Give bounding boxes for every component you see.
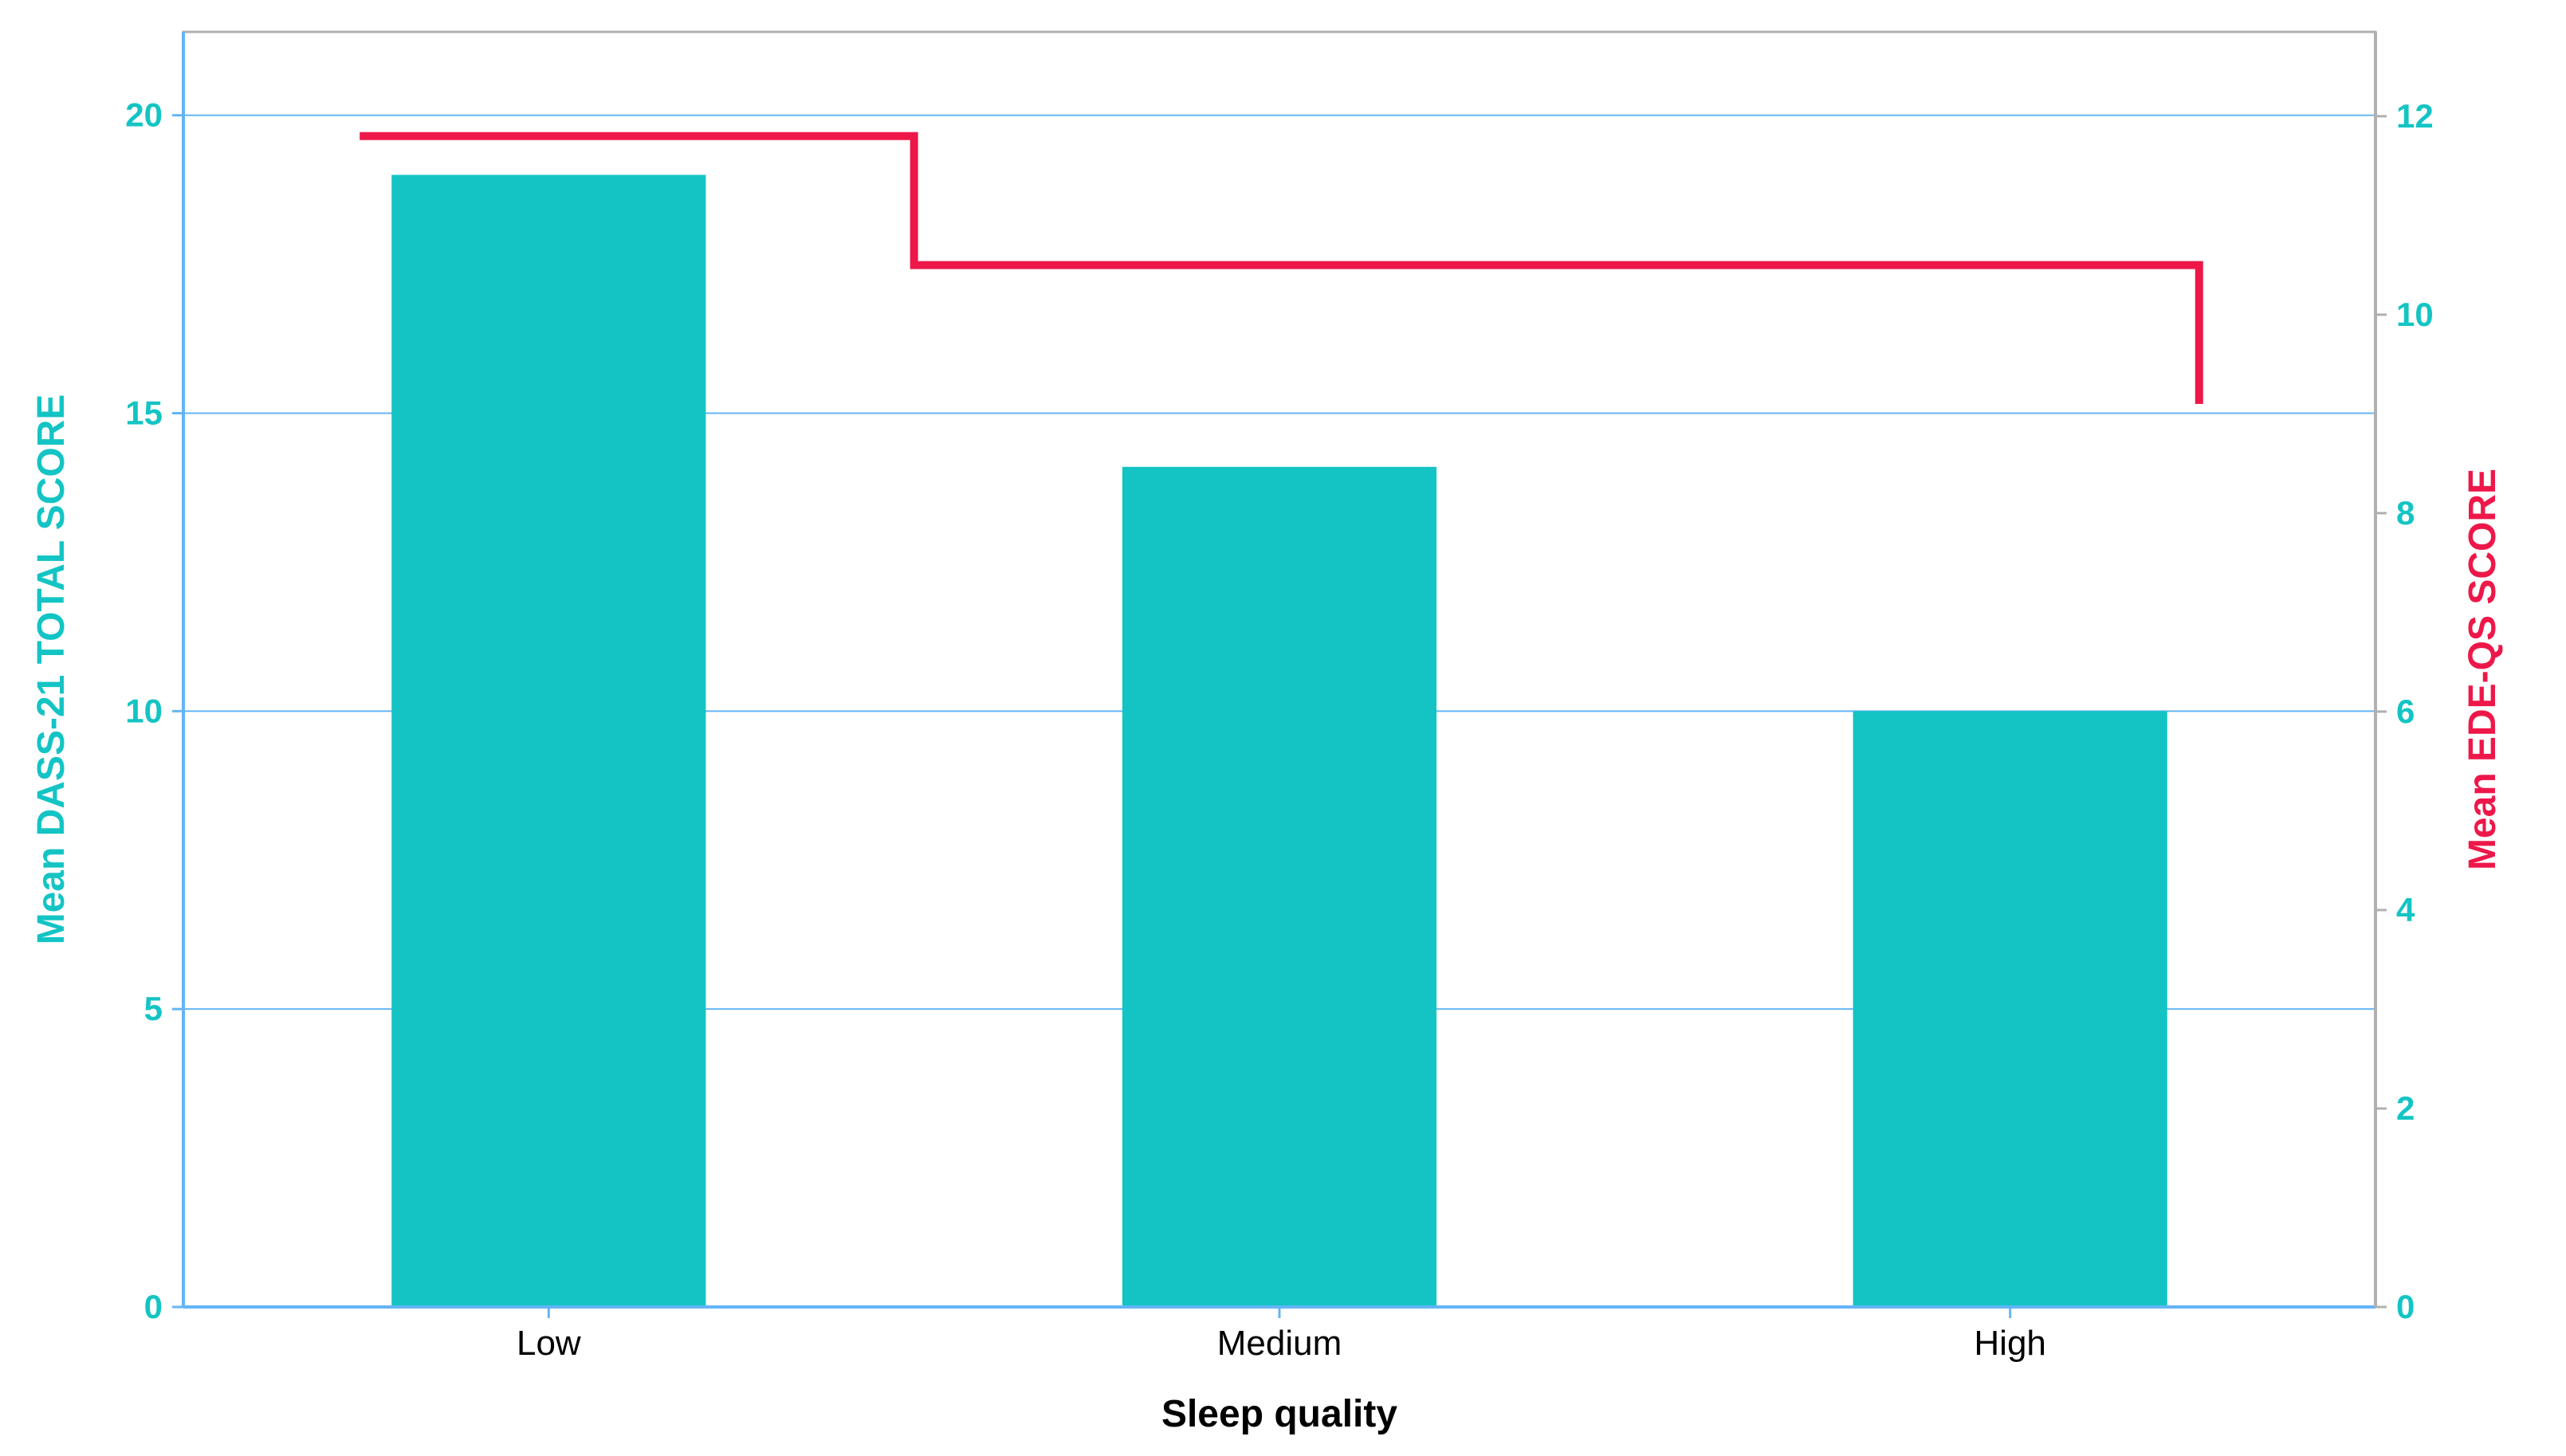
x-tick-label: Low [517, 1324, 581, 1363]
bar [391, 175, 705, 1307]
y-right-tick-label: 2 [2396, 1089, 2415, 1127]
y-left-axis-title: Mean DASS-21 TOTAL SCORE [30, 394, 73, 945]
bar [1853, 711, 2167, 1307]
bar [1122, 467, 1436, 1307]
y-right-tick-label: 10 [2396, 296, 2434, 333]
x-tick-label: Medium [1217, 1324, 1342, 1363]
y-left-tick-label: 20 [125, 96, 163, 134]
x-tick-label: High [1974, 1324, 2046, 1363]
y-left-tick-label: 5 [144, 990, 163, 1027]
chart-container: 0 5 10 15 20 0 2 4 6 8 10 12 Low Medium High Mean DASS-… [0, 0, 2566, 1456]
y-right-tick-label: 6 [2396, 693, 2415, 730]
y-right-axis-title: Mean EDE-QS SCORE [2462, 469, 2504, 870]
y-right-tick-label: 4 [2396, 891, 2415, 928]
y-right-tick-label: 0 [2396, 1288, 2415, 1325]
y-left-tick-label: 10 [125, 692, 163, 729]
y-left-tick-label: 15 [125, 394, 163, 432]
y-right-tick-label: 8 [2396, 494, 2415, 532]
dual-axis-bar-line-chart: 0 5 10 15 20 0 2 4 6 8 10 12 Low Medium High Mean DASS-… [0, 0, 2566, 1456]
y-left-tick-label: 0 [144, 1288, 163, 1325]
x-axis-title: Sleep quality [1161, 1393, 1397, 1435]
y-right-tick-label: 12 [2396, 97, 2434, 135]
